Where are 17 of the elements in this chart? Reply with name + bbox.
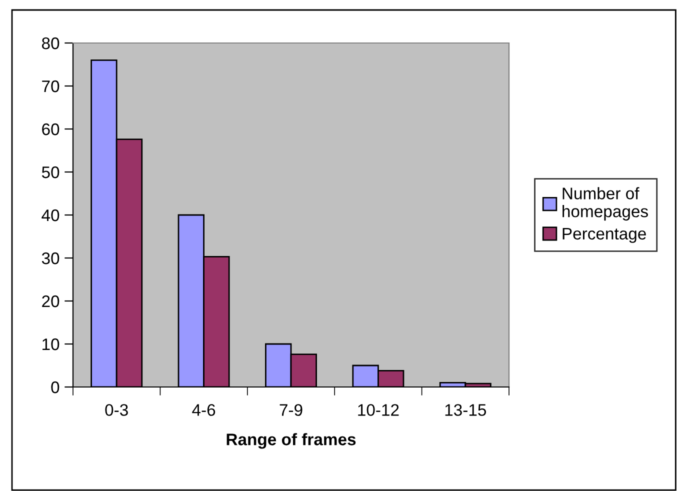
y-tick-label: 10 bbox=[42, 338, 60, 350]
y-tick-label: 50 bbox=[42, 166, 60, 178]
y-tick-label: 60 bbox=[42, 123, 60, 136]
x-tick-label: 4-6 bbox=[192, 404, 216, 416]
x-tick-label: 13-15 bbox=[445, 404, 486, 416]
y-tick-label: 40 bbox=[42, 209, 60, 222]
legend-label: Percentage bbox=[562, 228, 646, 243]
y-tick-label: 30 bbox=[42, 252, 60, 264]
legend-label: Number of homepages bbox=[562, 187, 648, 221]
x-tick-label: 7-9 bbox=[280, 404, 302, 416]
x-tick-label: 10-12 bbox=[358, 404, 399, 416]
y-tick-label: 80 bbox=[42, 37, 60, 50]
y-tick-label: 0 bbox=[51, 381, 60, 394]
y-tick-label: 70 bbox=[42, 80, 60, 92]
x-tick-label: 0-3 bbox=[105, 404, 128, 416]
y-tick-label: 20 bbox=[42, 295, 60, 308]
x-axis-title: Range of frames bbox=[226, 433, 356, 449]
